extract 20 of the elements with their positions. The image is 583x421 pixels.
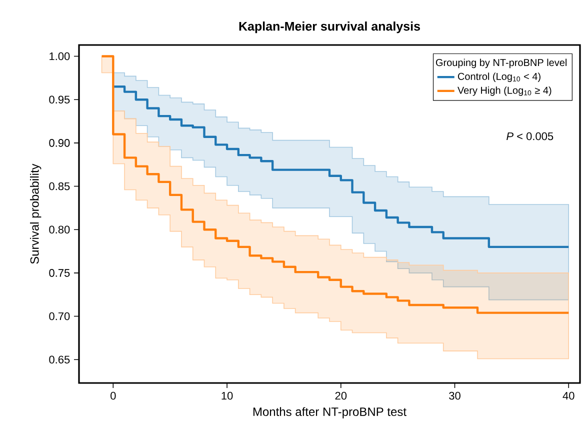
y-tick-label: 0.65 (49, 356, 70, 364)
x-tick-label: 20 (335, 392, 347, 400)
legend-title: Grouping by NT-proBNP level (436, 58, 566, 68)
y-tick-label: 0.75 (49, 269, 70, 277)
y-tick-label: 1.00 (50, 52, 70, 60)
legend-label: Control (Log$_{10}$ < 4) (458, 72, 540, 82)
y-axis-title: Survival probability (30, 164, 42, 264)
y-tick-label: 0.70 (49, 312, 70, 320)
legend-label: Very High (Log$_{10}$ ≥ 4) (458, 86, 552, 96)
x-tick-label: 30 (449, 392, 460, 400)
y-tick-label: 0.90 (49, 139, 70, 147)
x-tick-label: 0 (110, 392, 116, 400)
x-axis-title: Months after NT-proBNP test (253, 407, 406, 418)
y-tick-label: 0.85 (49, 182, 70, 190)
x-tick-label: 40 (562, 392, 574, 400)
annotation: P < 0.005 (506, 132, 554, 140)
y-tick-label: 0.95 (49, 96, 70, 104)
x-tick-label: 10 (222, 392, 233, 400)
y-tick-label: 0.80 (49, 226, 70, 234)
chart-title: Kaplan-Meier survival analysis (239, 22, 420, 34)
